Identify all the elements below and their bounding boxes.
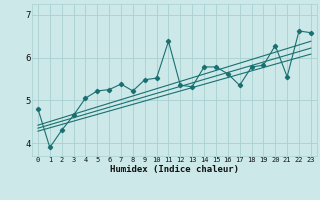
X-axis label: Humidex (Indice chaleur): Humidex (Indice chaleur) (110, 165, 239, 174)
